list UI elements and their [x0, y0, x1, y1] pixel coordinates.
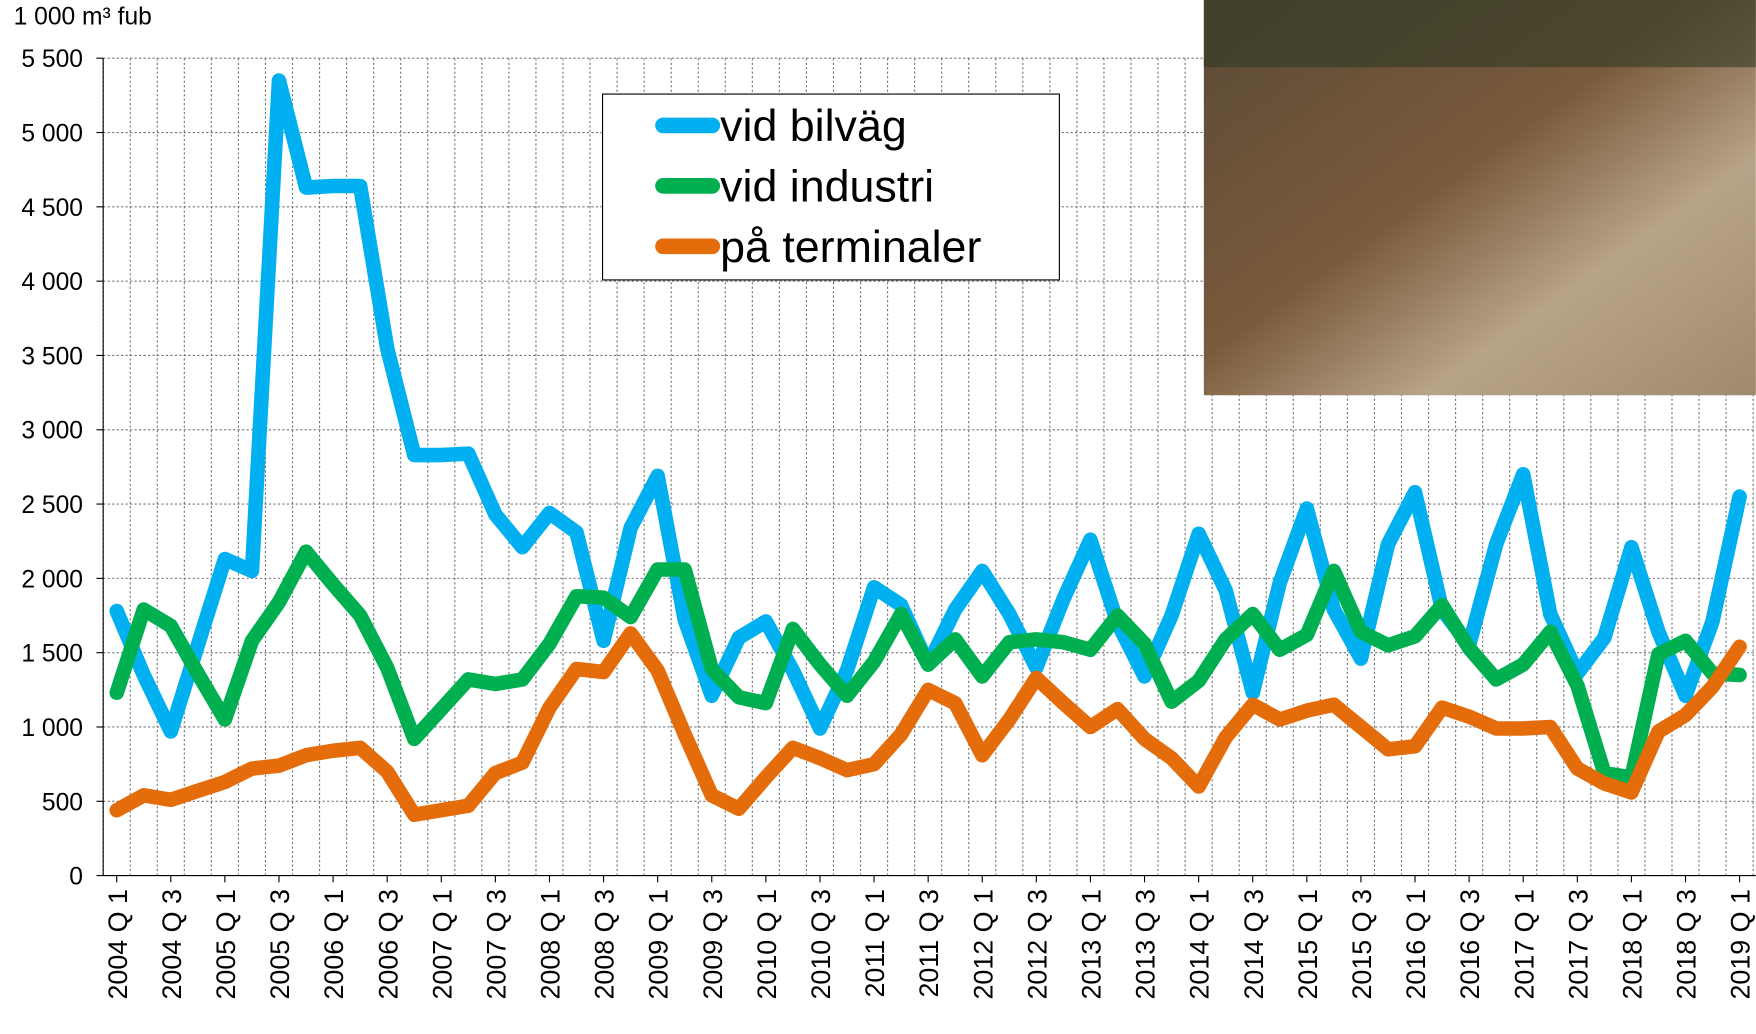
x-tick-label: 2017 Q 1 — [1509, 889, 1539, 1000]
y-tick-label: 2 000 — [21, 566, 83, 593]
x-tick-label: 2011 Q 3 — [914, 889, 944, 998]
legend-label: vid industri — [720, 162, 934, 212]
y-tick-label: 1 000 — [21, 715, 83, 742]
y-tick-label: 3 500 — [21, 343, 83, 370]
x-tick-label: 2005 Q 1 — [211, 889, 241, 1000]
x-tick-label: 2005 Q 3 — [265, 889, 295, 1000]
y-tick-label: 4 000 — [21, 269, 83, 296]
x-tick-label: 2006 Q 1 — [319, 889, 349, 1000]
x-tick-label: 2017 Q 3 — [1563, 889, 1593, 1000]
x-tick-label: 2007 Q 1 — [427, 889, 457, 1000]
x-tick-label: 2004 Q 3 — [157, 889, 187, 1000]
x-tick-label: 2010 Q 3 — [806, 889, 836, 1000]
x-tick-label: 2019 Q 1 — [1726, 889, 1756, 1000]
x-tick-label: 2018 Q 1 — [1617, 889, 1647, 1000]
x-tick-label: 2006 Q 3 — [373, 889, 403, 1000]
x-tick-label: 2018 Q 3 — [1672, 889, 1702, 1000]
y-tick-label: 3 000 — [21, 418, 83, 445]
y-tick-label: 0 — [69, 864, 83, 891]
x-tick-label: 2013 Q 1 — [1077, 889, 1107, 1000]
x-tick-label: 2004 Q 1 — [103, 889, 133, 1000]
y-axis-label: 1 000 m³ fub — [14, 4, 152, 31]
y-tick-label: 5 000 — [21, 120, 83, 147]
y-tick-label: 2 500 — [21, 492, 83, 519]
y-tick-label: 500 — [42, 789, 83, 816]
x-tick-label: 2016 Q 1 — [1401, 889, 1431, 1000]
y-tick-label: 5 500 — [21, 46, 83, 73]
x-tick-label: 2008 Q 1 — [536, 889, 566, 1000]
x-tick-label: 2010 Q 1 — [752, 889, 782, 1000]
photo-trees — [1203, 0, 1756, 68]
x-tick-label: 2009 Q 3 — [698, 889, 728, 1000]
x-tick-label: 2015 Q 1 — [1293, 889, 1323, 1000]
legend-label: på terminaler — [720, 222, 981, 272]
line-series — [109, 626, 1747, 822]
x-tick-label: 2012 Q 1 — [968, 889, 998, 1000]
y-tick-label: 1 500 — [21, 641, 83, 668]
x-tick-label: 2007 Q 3 — [481, 889, 511, 1000]
x-tick-label: 2008 Q 3 — [590, 889, 620, 1000]
x-tick-label: 2016 Q 3 — [1455, 889, 1485, 1000]
x-tick-label: 2014 Q 3 — [1239, 889, 1269, 1000]
line-series — [109, 544, 1747, 785]
y-tick-label: 4 500 — [21, 195, 83, 222]
legend-label: vid bilväg — [720, 101, 907, 151]
x-tick-label: 2009 Q 1 — [644, 889, 674, 1000]
x-tick-label: 2012 Q 3 — [1022, 889, 1052, 1000]
x-tick-label: 2015 Q 3 — [1347, 889, 1377, 1000]
x-tick-label: 2011 Q 1 — [860, 889, 890, 998]
x-tick-label: 2014 Q 1 — [1185, 889, 1215, 1000]
x-tick-label: 2013 Q 3 — [1131, 889, 1161, 1000]
